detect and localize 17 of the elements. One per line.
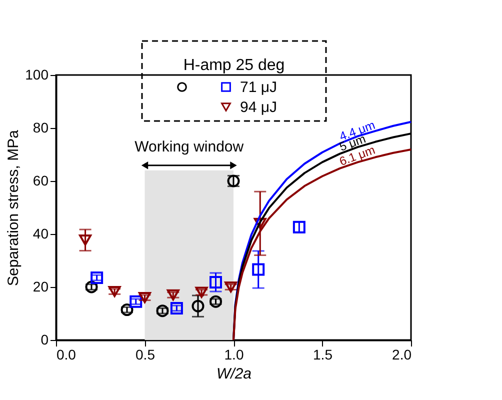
x-tick-label: 1.5 xyxy=(313,346,333,362)
y-tick-label: 60 xyxy=(32,172,49,188)
legend-label: 94 μJ xyxy=(240,99,277,116)
legend-label: 71 μJ xyxy=(240,79,277,96)
x-tick-label: 1.0 xyxy=(224,346,244,362)
x-tick-label: 0.0 xyxy=(56,346,76,362)
x-tick-label: 0.5 xyxy=(136,346,156,362)
y-tick-label: 20 xyxy=(32,278,49,294)
y-tick-label: 40 xyxy=(32,226,49,242)
y-tick-label: 0 xyxy=(40,332,49,348)
legend-title: H-amp 25 deg xyxy=(183,57,285,74)
band-label: Working window xyxy=(134,138,244,156)
x-axis-title: W/2a xyxy=(216,366,252,382)
y-tick-label: 100 xyxy=(25,66,49,82)
y-axis-title: Separation stress, MPa xyxy=(5,129,22,286)
y-tick-label: 80 xyxy=(32,120,49,136)
x-tick-label: 2.0 xyxy=(392,346,412,362)
